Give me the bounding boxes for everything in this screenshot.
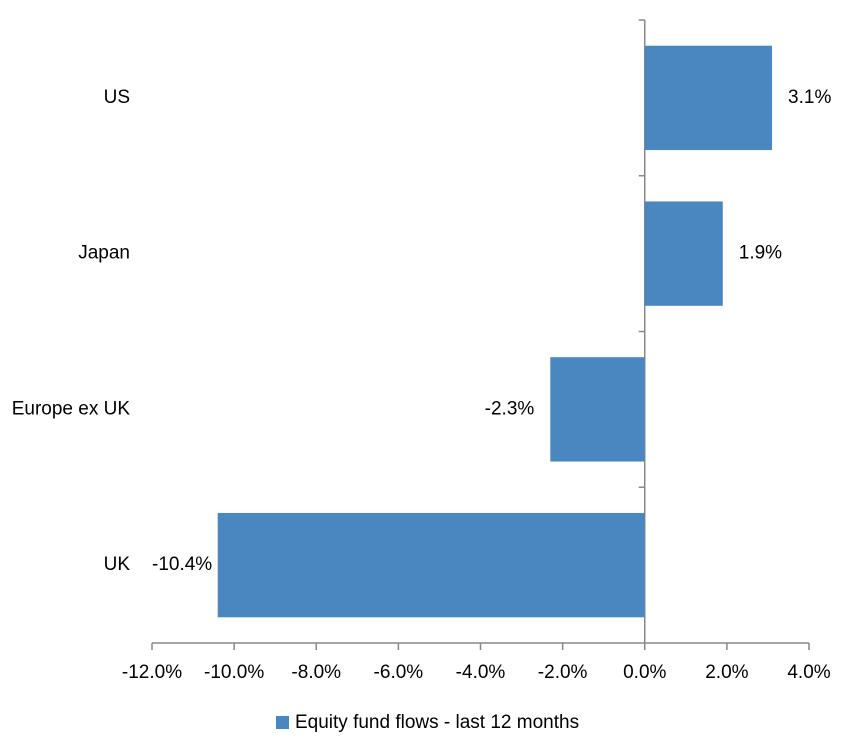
y-tick-label: Japan	[78, 243, 130, 264]
x-tick-label: -10.0%	[204, 662, 264, 683]
y-tick-label: UK	[104, 554, 131, 575]
legend-label: Equity fund flows - last 12 months	[295, 712, 579, 733]
x-tick-label: 4.0%	[787, 662, 830, 683]
x-tick-label: -2.0%	[538, 662, 588, 683]
x-tick-label: 0.0%	[623, 662, 666, 683]
bar	[644, 45, 773, 151]
x-tick-label: -8.0%	[291, 662, 341, 683]
data-label: -2.3%	[485, 398, 535, 419]
y-tick-label: US	[104, 87, 130, 108]
y-tick-label: Europe ex UK	[12, 398, 131, 419]
data-label: 3.1%	[788, 87, 831, 108]
data-label: -10.4%	[152, 554, 212, 575]
legend-swatch	[276, 716, 289, 729]
x-tick-label: -12.0%	[122, 662, 182, 683]
data-label: 1.9%	[739, 243, 782, 264]
x-tick-label: -4.0%	[456, 662, 506, 683]
bar	[550, 357, 645, 462]
x-tick-label: 2.0%	[705, 662, 748, 683]
bar	[644, 201, 723, 306]
bar	[217, 512, 645, 618]
x-tick-label: -6.0%	[374, 662, 424, 683]
